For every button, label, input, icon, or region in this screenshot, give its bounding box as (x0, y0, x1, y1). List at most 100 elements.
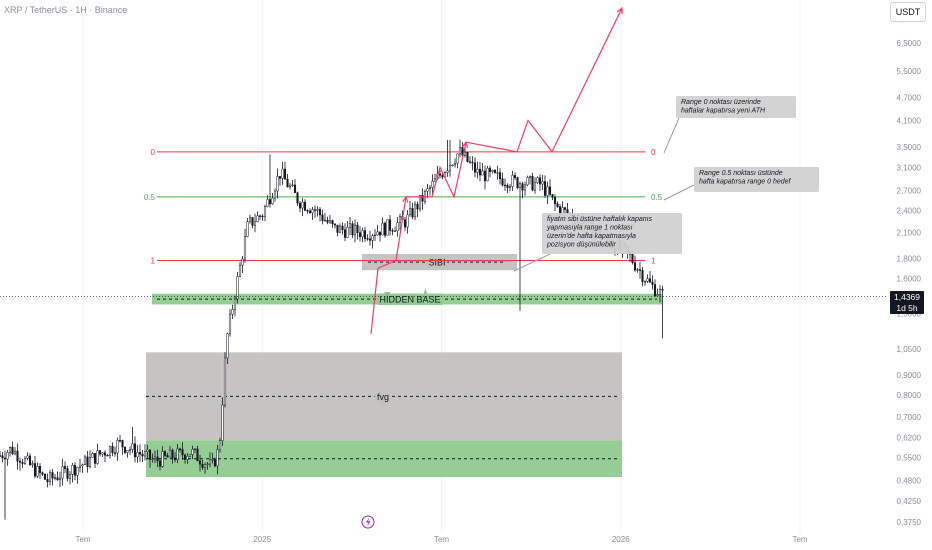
candle (231, 304, 234, 319)
price-tick-label: 4,7000 (897, 93, 922, 102)
candle-body (96, 450, 99, 464)
candle (456, 153, 459, 169)
candle (413, 201, 417, 221)
candle (43, 473, 47, 480)
candle-body (531, 175, 534, 191)
candle (158, 457, 162, 471)
candle (123, 446, 127, 455)
zone-label: fvg (377, 392, 389, 402)
candle-body (333, 223, 337, 226)
callout-text: fiyatın sibi üstüne haftalık kapanıs yapm… (546, 216, 653, 249)
candle (356, 221, 359, 240)
candle (98, 450, 102, 457)
candle-body (251, 217, 254, 226)
candle (518, 181, 522, 311)
price-tick-label: 6,5000 (897, 39, 922, 48)
candle (78, 458, 82, 473)
candle (26, 452, 29, 461)
candle-body (378, 231, 382, 236)
candle (528, 175, 532, 185)
candle (648, 271, 652, 283)
candle-body (556, 203, 559, 207)
candle-body (118, 440, 122, 442)
price-tick-label: 0,4800 (897, 477, 922, 486)
candle (466, 151, 469, 163)
candle-body (128, 449, 132, 451)
candle (368, 230, 372, 246)
candle-body (476, 168, 479, 173)
currency-button[interactable]: USDT (890, 2, 926, 22)
candle (258, 214, 262, 221)
candle-body (226, 333, 229, 359)
candle-body (551, 194, 554, 198)
candle (143, 444, 147, 461)
candle (141, 450, 144, 463)
candle (188, 454, 192, 457)
candle-body (256, 215, 259, 223)
candle (118, 435, 122, 443)
candle-body (263, 206, 267, 217)
candle (431, 174, 434, 194)
candle (523, 181, 527, 196)
candle (333, 223, 337, 229)
price-tick-label: 0,8000 (897, 391, 922, 400)
candle-body (221, 404, 224, 441)
candle-body (193, 448, 197, 450)
candle (283, 161, 287, 180)
candle-body (336, 224, 339, 233)
candle-body (501, 178, 504, 186)
time-axis[interactable]: Tem2025Tem2026Tem2027Tem2028Tem20 (75, 535, 932, 544)
candle (318, 207, 322, 222)
candle (481, 162, 484, 176)
candle-body (113, 452, 117, 454)
candle (218, 437, 222, 453)
candle (271, 192, 274, 205)
candle-body (66, 468, 69, 479)
candle (13, 447, 17, 456)
candle (533, 177, 537, 194)
annotation-callouts: Range 0 noktası üzerinde haftalar kapatır… (513, 96, 819, 272)
candle-body (108, 446, 112, 456)
candle (351, 221, 354, 239)
candle (251, 217, 254, 229)
candle-body (28, 455, 32, 465)
candle (346, 220, 349, 239)
candle-body (158, 460, 162, 467)
candle (638, 262, 642, 279)
candle (176, 443, 179, 464)
candle-body (56, 477, 59, 481)
candle (353, 219, 357, 243)
candle (33, 455, 37, 479)
candle-body (196, 448, 199, 462)
candle-body (146, 449, 149, 452)
candle (206, 462, 209, 470)
candle (6, 450, 9, 466)
candle-body (208, 459, 212, 465)
callout-box (542, 213, 682, 254)
candle-body (3, 457, 7, 460)
candle-body (38, 466, 42, 473)
candle-body (508, 186, 512, 189)
candle-body (431, 180, 434, 188)
candle (451, 164, 454, 167)
candle-body (393, 230, 397, 232)
candle-body (308, 210, 312, 214)
candle (386, 219, 389, 236)
candle-body (36, 466, 39, 477)
candle (303, 199, 307, 212)
candle-body (368, 238, 372, 241)
candle-body (523, 184, 527, 191)
price-axis[interactable]: 7,50006,50005,50004,70004,10003,50003,10… (897, 15, 922, 527)
candle-body (641, 270, 644, 283)
candle (203, 462, 207, 474)
projection-arrowhead (616, 6, 623, 15)
candle-body (373, 234, 377, 237)
candle-body (563, 207, 567, 210)
candle (48, 469, 52, 486)
price-tick-label: 5,5000 (897, 67, 922, 76)
candle-body (313, 209, 317, 211)
candle (313, 205, 317, 218)
candle (156, 449, 159, 468)
candle (378, 231, 382, 242)
